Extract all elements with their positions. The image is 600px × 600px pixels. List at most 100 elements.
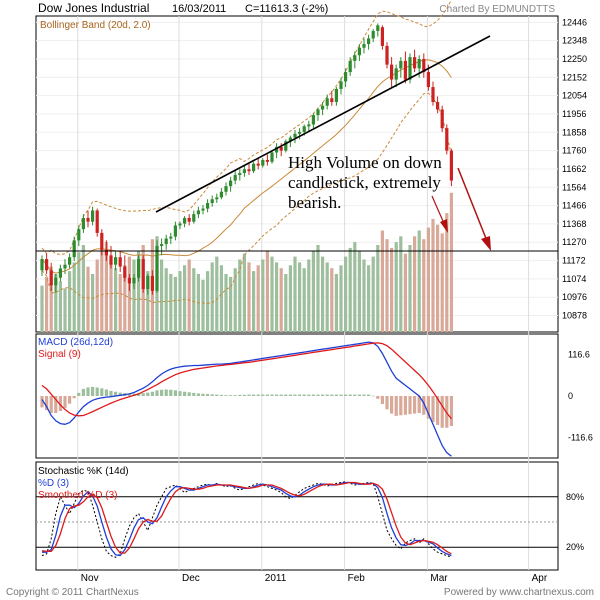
candlestick [449,148,453,187]
candlestick [196,206,200,218]
candle-body [348,60,352,73]
candlestick [339,77,343,95]
macd-histogram-bar [339,394,343,396]
x-tick-label: 2011 [265,573,287,584]
candle-body [426,72,430,88]
macd-histogram-bar [316,394,320,396]
volume-bar [233,268,237,332]
candle-body [362,44,366,48]
candle-body [233,174,237,181]
macd-histogram-bar [201,393,205,396]
macd-histogram-bar [298,394,302,396]
volume-bar [238,259,242,332]
candle-body [114,257,118,265]
macd-histogram-bar [252,394,256,396]
signal-legend: Signal (9) [38,349,81,360]
candlestick [160,238,164,256]
candlestick [114,251,118,271]
candlestick [86,210,90,228]
volume-bar [100,247,104,332]
charted-by: Charted By EDMUNDTTS [439,4,555,15]
candlestick [224,182,228,196]
candlestick [141,255,145,293]
volume-bar [385,239,389,332]
macd-histogram-bar [307,394,311,396]
macd-histogram-bar [104,389,108,396]
candlestick [109,245,113,269]
volume-bar [127,256,131,332]
candlestick [178,221,182,230]
macd-histogram-bar [229,395,233,396]
macd-histogram-bar [68,396,72,404]
x-tick-label: Nov [81,573,99,584]
candlestick [201,204,205,215]
macd-histogram-bar [380,396,384,404]
volume-bar [118,274,122,332]
price-tick-label: 11662 [562,164,586,174]
volume-bar [114,268,118,332]
volume-bar [288,265,292,332]
price-tick-label: 11270 [562,237,586,247]
candle-body [321,105,325,110]
x-tick-label: Apr [532,573,548,584]
bollinger-lower-band [41,92,452,304]
candlestick [137,255,141,282]
volume-bar [201,279,205,332]
candle-body [169,236,173,239]
volume-bar [371,256,375,332]
price-tick-label: 12250 [562,54,587,64]
bollinger-legend: Bollinger Band (20d, 2.0) [40,20,151,31]
candlestick [233,171,237,185]
volume-bar [169,274,173,332]
macd-histogram-bar [178,391,182,396]
candlestick [63,259,67,275]
volume-bar [210,262,214,332]
macd-lines [40,341,453,457]
candlestick [247,163,251,175]
volume-bar [224,274,228,332]
candle-body [307,124,311,127]
macd-tick-label: 116.6 [568,350,590,360]
volume-bar [256,265,260,332]
candlestick [183,216,187,228]
candle-body [376,25,380,31]
macd-histogram-bar [72,396,76,399]
candle-body [298,131,302,134]
candlestick [265,154,269,166]
volume-bar [173,276,177,332]
macd-histogram-bar [160,389,164,396]
candle-body [210,199,214,203]
candlestick [150,270,154,295]
candlestick [146,274,150,295]
volume-bar [362,259,366,332]
candlestick [284,139,288,153]
price-tick-label: 11956 [562,109,586,119]
volume-bar [49,266,53,332]
volume-bar [316,245,320,332]
macd-histogram-bar [449,396,453,427]
macd-histogram-bar [279,394,283,396]
candlestick [173,221,177,241]
candlestick [242,165,246,177]
volume-bar [215,256,219,332]
candle-body [49,270,53,286]
candle-body [247,169,251,172]
macd-histogram-bar [58,396,62,412]
candlestick [187,214,191,226]
macd-histogram-bar [206,394,210,396]
volume-bar [86,266,90,332]
annotation-line-1: High Volume on down [288,153,442,172]
macd-histogram-bar [413,396,417,414]
candle-body [256,163,260,166]
macd-histogram-bar [261,394,265,396]
candle-body [394,68,398,80]
macd-histogram-bar [63,396,67,408]
candlestick [77,225,81,246]
candlestick [132,274,136,289]
price-tick-label: 11368 [562,219,586,229]
candle-body [390,64,394,80]
macd-histogram-bar [95,387,99,396]
volume-bar [95,259,99,332]
volume-bar [422,239,426,332]
